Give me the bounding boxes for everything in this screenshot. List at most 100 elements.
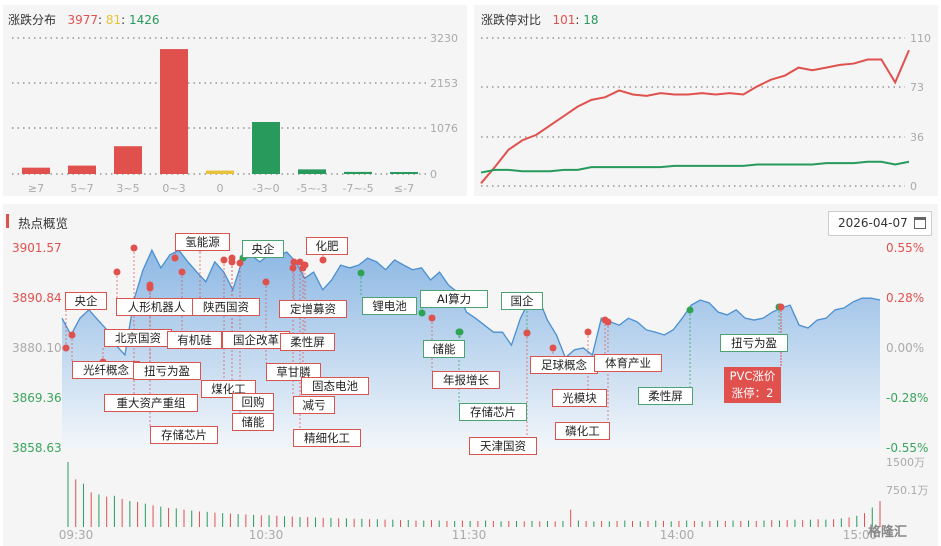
- tag-point-up: [220, 256, 228, 264]
- up-count: 3977: [67, 13, 99, 27]
- hot-topic-tag[interactable]: 国企: [501, 292, 543, 310]
- hot-topic-tag[interactable]: 光纤概念: [72, 361, 140, 379]
- hot-topic-tag[interactable]: 回购: [232, 393, 274, 411]
- limit-up-highlight[interactable]: PVC涨价涨停：2: [724, 367, 781, 403]
- hot-topic-tag[interactable]: 扭亏为盈: [720, 334, 788, 352]
- y-tick-label: 36: [910, 131, 924, 144]
- x-tick-label: 5~7: [70, 182, 93, 195]
- date-picker[interactable]: 2026-04-07: [828, 211, 932, 236]
- hot-topic-tag[interactable]: 重大资产重组: [104, 394, 198, 412]
- tag-point-down: [418, 309, 426, 317]
- limit-down-line: [480, 160, 910, 174]
- volume-tick: 750.1万: [886, 484, 929, 497]
- highlight-point: [777, 303, 785, 311]
- tag-point-up: [549, 344, 557, 352]
- calendar-icon[interactable]: [914, 217, 926, 229]
- hot-topic-tag[interactable]: 国企改革: [222, 331, 290, 349]
- hot-topic-tag[interactable]: 足球概念: [530, 356, 598, 374]
- highlight-line1: PVC涨价: [729, 369, 776, 383]
- tag-point-up: [584, 328, 592, 336]
- y-tick-label: 2153: [430, 77, 458, 90]
- y-left-label: 3901.57: [12, 241, 62, 255]
- y-right-label: -0.28%: [886, 391, 928, 405]
- hot-topic-tag[interactable]: 光模块: [552, 389, 607, 407]
- hot-topic-tag[interactable]: 有机硅: [167, 331, 222, 349]
- hot-topic-tag[interactable]: 化肥: [306, 237, 348, 255]
- hot-topic-tag[interactable]: 体育产业: [594, 354, 662, 372]
- x-tick-label: -7~-5: [342, 182, 373, 195]
- y-left-label: 3858.63: [12, 441, 62, 455]
- x-tick-label: 0~3: [162, 182, 185, 195]
- hot-topic-tag[interactable]: 人形机器人: [116, 298, 197, 316]
- x-tick-label: 3~5: [116, 182, 139, 195]
- x-time-label: 11:30: [452, 528, 487, 542]
- tag-point-up: [236, 259, 244, 267]
- bar-5~7: [68, 165, 96, 174]
- tag-point-up: [178, 268, 186, 276]
- hot-topic-tag[interactable]: 陕西国资: [192, 298, 260, 316]
- tag-point-up: [146, 284, 154, 292]
- bar-≥7: [22, 167, 50, 174]
- y-right-label: 0.55%: [886, 241, 924, 255]
- hot-topic-tag[interactable]: 柔性屏: [638, 387, 693, 405]
- tag-point-up: [428, 314, 436, 322]
- limit-title-text: 涨跌停对比: [481, 13, 542, 27]
- limit-panel: 涨跌停对比 101: 18: [474, 5, 938, 196]
- x-tick-label: 0: [217, 182, 224, 195]
- x-tick-label: -5~-3: [296, 182, 327, 195]
- hot-topic-tag[interactable]: 央企: [65, 292, 107, 310]
- tag-point-up: [62, 344, 70, 352]
- distribution-panel: 涨跌分布 3977: 81: 1426: [3, 5, 467, 196]
- hot-topic-tag[interactable]: 磷化工: [555, 422, 610, 440]
- hot-topic-tag[interactable]: 扭亏为盈: [133, 362, 201, 380]
- y-tick-label: 110: [910, 32, 931, 45]
- hot-topic-tag[interactable]: 储能: [232, 413, 274, 431]
- y-right-label: 0.28%: [886, 291, 924, 305]
- y-tick-label: 1076: [430, 122, 458, 135]
- tag-point-up: [130, 244, 138, 252]
- tag-point-up: [262, 278, 270, 286]
- x-time-label: 14:00: [660, 528, 695, 542]
- bar-0~3: [160, 49, 188, 174]
- x-tick-label: ≤-7: [394, 182, 414, 195]
- tag-point-up: [113, 268, 121, 276]
- x-tick-label: -3~0: [252, 182, 279, 195]
- hot-topic-tag[interactable]: 固态电池: [301, 377, 369, 395]
- hot-topic-tag[interactable]: 央企: [242, 240, 284, 258]
- bar--3~0: [252, 122, 280, 174]
- hot-topic-tag[interactable]: 储能: [423, 340, 465, 358]
- bar-3~5: [114, 146, 142, 174]
- hot-topic-tag[interactable]: 减亏: [293, 396, 335, 414]
- hot-topic-tag[interactable]: 年报增长: [432, 371, 500, 389]
- hot-title: 热点概览: [18, 216, 69, 231]
- hot-topic-tag[interactable]: 精细化工: [293, 429, 361, 447]
- tag-point-up: [604, 318, 612, 326]
- x-time-label: 10:30: [249, 528, 284, 542]
- hot-topic-tag[interactable]: 柔性屏: [280, 333, 335, 351]
- hot-topic-tag[interactable]: 北京国资: [104, 329, 172, 347]
- limit-title: 涨跌停对比 101: 18: [481, 13, 599, 27]
- tag-point-down: [686, 306, 694, 314]
- distribution-title-text: 涨跌分布: [8, 13, 57, 27]
- tag-point-up: [296, 258, 304, 266]
- y-tick-label: 73: [910, 81, 924, 94]
- limit-up-line: [480, 49, 910, 184]
- hot-topic-tag[interactable]: 存储芯片: [459, 403, 527, 421]
- hot-topic-tag[interactable]: 定增募资: [279, 300, 347, 318]
- highlight-line2: 涨停：2: [731, 386, 774, 400]
- hot-topic-tag[interactable]: 存储芯片: [150, 426, 218, 444]
- tag-point-up: [299, 264, 307, 272]
- hot-topic-tag[interactable]: AI算力: [420, 290, 488, 308]
- y-tick-label: 0: [910, 180, 917, 193]
- tag-point-down: [455, 328, 463, 336]
- hot-topic-tag[interactable]: 天津国资: [469, 437, 537, 455]
- y-left-label: 3869.36: [12, 391, 62, 405]
- hot-topic-tag[interactable]: 氢能源: [175, 233, 230, 251]
- volume-tick: 1500万: [886, 456, 925, 469]
- hot-topic-tag[interactable]: 锂电池: [362, 297, 417, 315]
- limit-up-count: 101: [552, 13, 576, 27]
- tag-point-up: [228, 254, 236, 262]
- hot-topic-tag[interactable]: 草甘膦: [266, 363, 321, 381]
- hot-title-marker: [6, 214, 9, 228]
- y-right-label: 0.00%: [886, 341, 924, 355]
